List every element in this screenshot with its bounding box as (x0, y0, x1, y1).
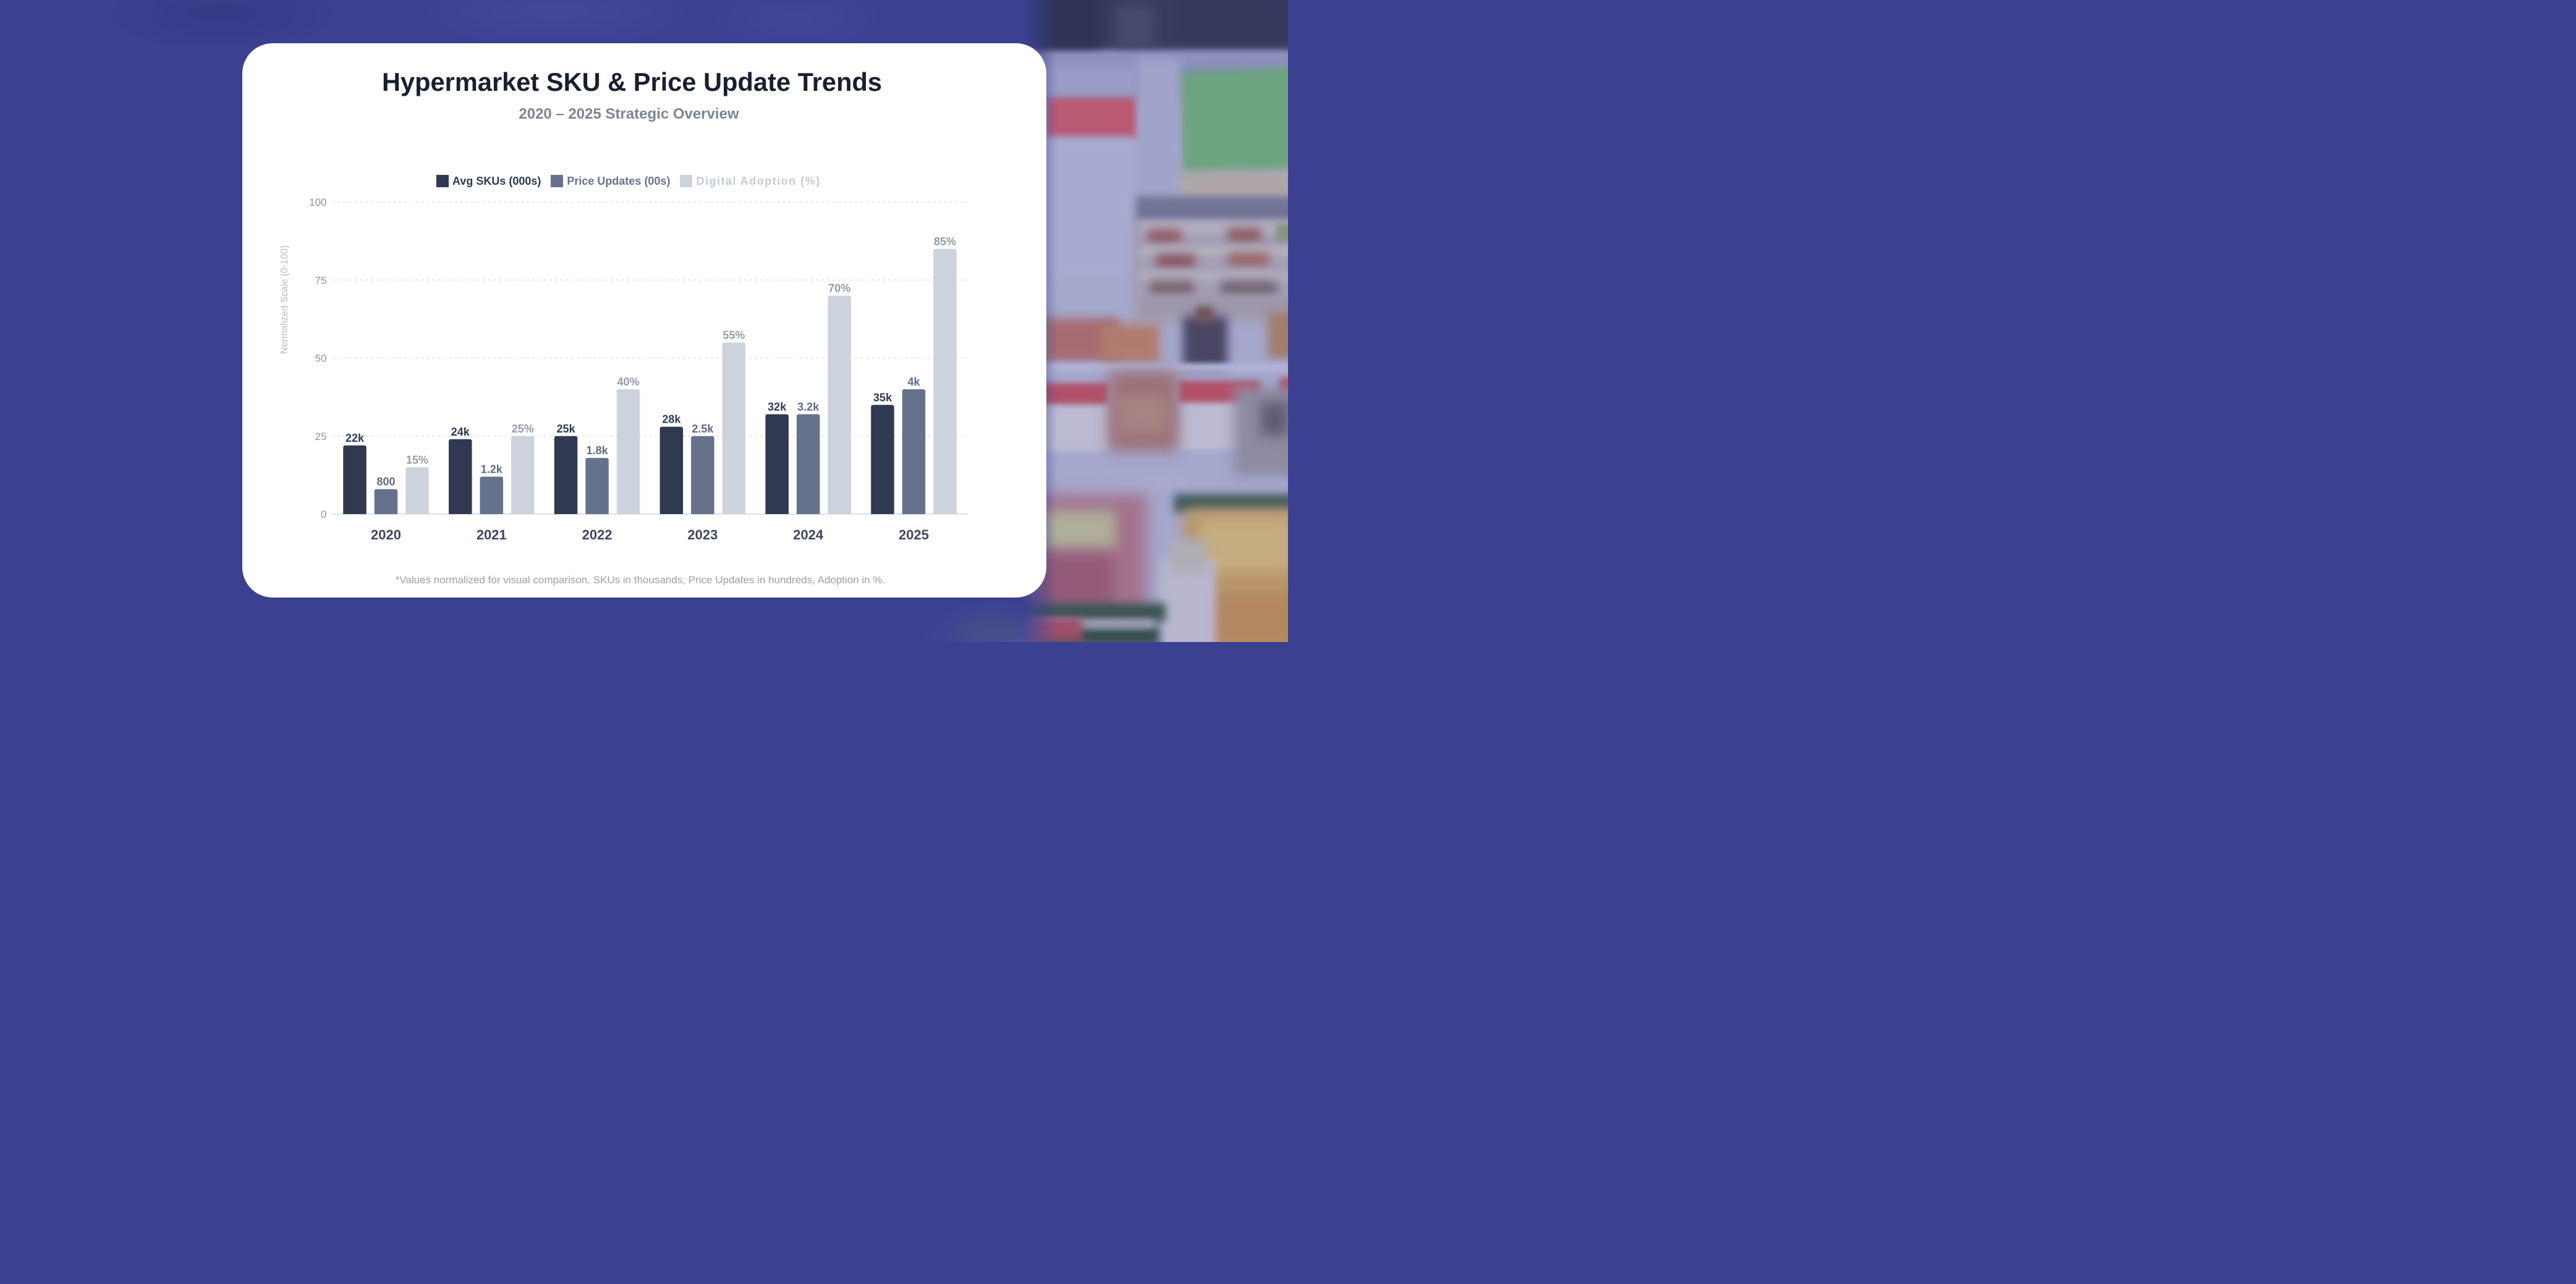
svg-text:15%: 15% (406, 454, 428, 466)
svg-text:25k: 25k (557, 423, 576, 435)
svg-text:22k: 22k (345, 432, 365, 444)
svg-text:2023: 2023 (687, 527, 718, 543)
svg-text:3.2k: 3.2k (797, 400, 820, 413)
svg-text:2025: 2025 (899, 527, 929, 543)
svg-text:85%: 85% (934, 235, 956, 248)
svg-text:25%: 25% (512, 423, 534, 435)
svg-text:2021: 2021 (477, 527, 507, 543)
svg-text:2020: 2020 (371, 527, 401, 543)
svg-text:55%: 55% (722, 329, 745, 341)
svg-text:0: 0 (321, 509, 326, 520)
svg-text:2.5k: 2.5k (692, 423, 714, 435)
svg-text:800: 800 (376, 476, 395, 488)
svg-text:40%: 40% (617, 376, 640, 388)
svg-text:2022: 2022 (582, 527, 612, 543)
svg-text:2024: 2024 (793, 527, 824, 543)
svg-text:50: 50 (315, 353, 327, 365)
svg-text:1.2k: 1.2k (481, 463, 503, 475)
svg-text:100: 100 (309, 196, 326, 208)
svg-text:*Values normalized for visual: *Values normalized for visual comparison… (396, 574, 886, 586)
svg-text:70%: 70% (828, 282, 850, 295)
svg-text:25: 25 (315, 431, 327, 442)
svg-text:24k: 24k (451, 426, 470, 438)
svg-text:32k: 32k (768, 400, 787, 413)
svg-text:75: 75 (315, 274, 327, 286)
svg-text:1.8k: 1.8k (587, 444, 609, 457)
svg-text:28k: 28k (662, 413, 681, 426)
svg-text:35k: 35k (873, 391, 892, 403)
svg-text:Normalized Scale (0-100): Normalized Scale (0-100) (279, 245, 290, 354)
svg-text:4k: 4k (907, 376, 920, 388)
